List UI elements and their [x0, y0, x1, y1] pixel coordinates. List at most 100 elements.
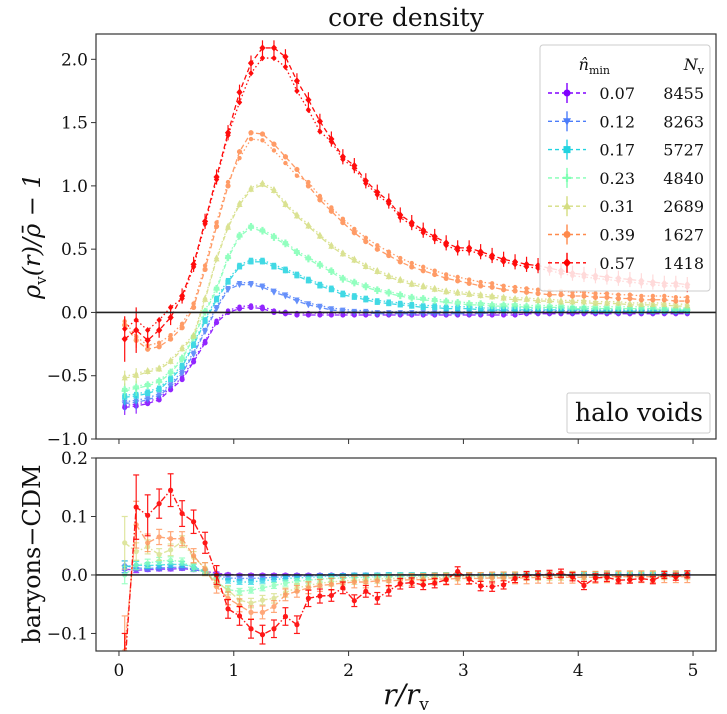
annotation-text: halo voids [575, 398, 703, 427]
top-data-point-cdm [259, 283, 266, 289]
top-data-point-cdm [168, 333, 173, 338]
top-data-point-cdm [122, 325, 128, 333]
top-data-point-cdm [213, 305, 220, 310]
bottom-data-point [638, 575, 644, 582]
bottom-data-point [478, 583, 484, 589]
bottom-y-tick-label: 0.2 [61, 449, 88, 469]
top-data-point-cdm [248, 280, 254, 286]
top-data-point [167, 313, 174, 322]
bottom-data-point [133, 548, 139, 555]
top-data-point-cdm [535, 296, 541, 301]
legend-label: 0.17 [599, 141, 635, 160]
top-data-point-cdm [179, 369, 185, 375]
top-data-point-cdm [328, 138, 335, 145]
top-data-point-cdm [271, 54, 277, 62]
legend-count: 2689 [663, 197, 704, 216]
top-data-point-cdm [420, 229, 426, 236]
top-data-point-cdm [271, 288, 277, 294]
bottom-data-point [386, 588, 392, 594]
top-data-point-cdm [650, 293, 656, 299]
top-data-point-cdm [523, 302, 530, 309]
legend-label: 0.23 [599, 169, 635, 188]
top-data-point-cdm [260, 138, 265, 143]
legend-marker [563, 118, 571, 126]
bottom-data-point [294, 578, 300, 585]
top-data-point-cdm [202, 263, 208, 268]
top-data-point [236, 88, 243, 96]
top-data-point-cdm [283, 160, 288, 166]
top-data-point [144, 336, 151, 344]
bottom-data-point [592, 575, 599, 581]
top-data-point-cdm [398, 255, 403, 261]
bottom-data-point [133, 504, 139, 510]
top-data-point-cdm [259, 179, 266, 185]
legend-count: 8263 [663, 112, 704, 131]
top-y-tick-label: −1.0 [47, 430, 88, 450]
top-data-point-cdm [133, 383, 139, 390]
top-data-point-cdm [592, 298, 599, 304]
top-y-tick-label: 2.0 [61, 50, 88, 70]
top-data-point-cdm [340, 274, 346, 281]
top-data-point-cdm [328, 306, 335, 312]
top-data-point-cdm [317, 128, 323, 135]
top-data-point-cdm [374, 267, 380, 272]
top-data-point-cdm [593, 291, 598, 296]
top-x-axis-ticks [118, 439, 694, 444]
top-data-point-cdm [351, 308, 358, 314]
top-series-cdm-line [124, 181, 688, 377]
top-data-point [386, 252, 392, 259]
top-data-point-cdm [340, 307, 346, 313]
top-data-point [133, 326, 140, 334]
top-data-point [259, 131, 266, 137]
annotation-box: halo voids [566, 392, 711, 434]
top-y-axis-ticks: −1.0 −0.5 0.0 0.5 1.0 1.5 2.0 [47, 50, 96, 450]
top-data-point-cdm [328, 241, 335, 247]
bottom-plot-area [96, 458, 716, 651]
top-data-point-cdm [214, 318, 219, 323]
top-data-point-cdm [443, 272, 449, 277]
top-data-point-cdm [179, 354, 185, 361]
bottom-data-point [500, 575, 507, 581]
bottom-data-point [202, 566, 208, 572]
top-data-point-cdm [662, 293, 667, 299]
legend-entry: 0.17 5727 [548, 139, 704, 160]
top-data-point [592, 294, 599, 300]
top-series-cdm-line [124, 57, 688, 332]
top-data-point [282, 53, 289, 61]
top-data-point-cdm [455, 274, 460, 280]
top-data-point-cdm [122, 373, 128, 379]
top-data-point [145, 346, 151, 352]
bottom-data-point [466, 576, 472, 582]
top-data-point-cdm [168, 375, 173, 380]
top-data-point-cdm [225, 132, 231, 139]
top-data-point-cdm [305, 301, 312, 306]
top-data-point [684, 298, 690, 304]
top-data-point [259, 44, 266, 52]
top-data-point-cdm [179, 321, 185, 327]
bottom-data-point [650, 577, 656, 583]
bottom-data-point [489, 575, 495, 581]
top-data-point-cdm [237, 304, 242, 309]
bottom-data-point [294, 622, 300, 628]
top-data-point-cdm [271, 233, 277, 239]
bottom-data-point [213, 584, 220, 590]
top-data-point-cdm [432, 296, 438, 302]
legend-count: 4840 [663, 169, 704, 188]
bottom-data-point [248, 600, 254, 606]
legend-count: 1418 [663, 254, 704, 273]
top-data-point-cdm [409, 221, 415, 229]
top-data-point-cdm [144, 367, 151, 372]
bottom-data-point [259, 597, 266, 603]
bottom-data-point [317, 582, 323, 589]
top-series-0.31 [121, 179, 691, 386]
bottom-y-axis-ticks: −0.1 0.0 0.1 0.2 [47, 449, 96, 644]
top-y-tick-label: 0.0 [61, 303, 88, 323]
bottom-data-point [236, 588, 243, 594]
top-data-point-cdm [500, 301, 507, 307]
top-data-point-cdm [317, 261, 323, 267]
top-data-point-cdm [443, 297, 449, 304]
bottom-data-point [294, 588, 300, 594]
top-data-point-cdm [329, 285, 334, 290]
top-data-point-cdm [478, 279, 483, 285]
bottom-data-point [351, 598, 357, 604]
